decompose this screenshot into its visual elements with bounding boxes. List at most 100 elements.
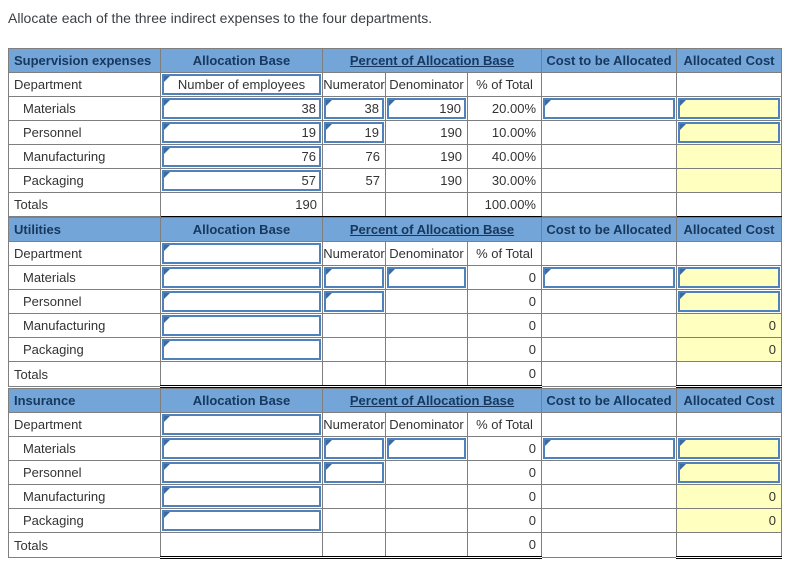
supervision-expenses-manufacturing-num-cell: 76 xyxy=(322,144,386,169)
insurance-materials-den-input[interactable] xyxy=(387,438,466,459)
header-cost-to-be-allocated: Cost to be Allocated xyxy=(541,388,677,413)
utilities-personnel-base-cell xyxy=(160,289,323,314)
supervision-expenses-packaging-base-input[interactable]: 57 xyxy=(162,170,321,191)
percent-of-allocation-base-label: Percent of Allocation Base xyxy=(349,53,515,68)
supervision-expenses-department-label: Department xyxy=(8,72,161,97)
header-allocated-cost: Allocated Cost xyxy=(676,217,782,242)
utilities-packaging-base-input[interactable] xyxy=(162,339,321,360)
utilities-packaging-alloc-cell: 0 xyxy=(676,337,782,362)
insurance-department-cost-cell xyxy=(541,412,677,437)
utilities-materials-alloc-cell xyxy=(676,265,782,290)
header-allocated-cost: Allocated Cost xyxy=(676,48,782,73)
insurance-manufacturing-cost-cell xyxy=(541,484,677,509)
supervision-expenses-department-cost-cell xyxy=(541,72,677,97)
supervision-expenses-totals-den-cell xyxy=(385,192,468,217)
utilities-personnel-pct-cell: 0 xyxy=(467,289,542,314)
supervision-expenses-materials-num-input[interactable]: 38 xyxy=(324,98,384,119)
insurance-packaging-cost-cell xyxy=(541,508,677,533)
insurance-row-materials: Materials 0 xyxy=(8,436,782,461)
utilities-totals-row: Totals 0 xyxy=(8,361,782,388)
utilities-personnel-alloc-input[interactable] xyxy=(678,291,780,312)
insurance-totals-label: Totals xyxy=(8,532,161,558)
insurance-packaging-pct-cell: 0 xyxy=(467,508,542,533)
supervision-expenses-materials-cost-input[interactable] xyxy=(543,98,675,119)
utilities-totals-den-cell xyxy=(385,361,468,388)
insurance-row-manufacturing: Manufacturing 0 0 xyxy=(8,484,782,509)
insurance-row-personnel: Personnel 0 xyxy=(8,460,782,485)
insurance-department-base-input[interactable] xyxy=(162,414,321,435)
utilities-materials-cost-input[interactable] xyxy=(543,267,675,288)
supervision-expenses-personnel-alloc-input[interactable] xyxy=(678,122,780,143)
subheader-pct-of-total: % of Total xyxy=(467,241,542,266)
insurance-personnel-base-input[interactable] xyxy=(162,462,321,483)
insurance-title: Insurance xyxy=(8,388,161,413)
insurance-department-alloc-cell xyxy=(676,412,782,437)
utilities-manufacturing-label: Manufacturing xyxy=(8,313,161,338)
supervision-expenses-packaging-num-cell: 57 xyxy=(322,168,386,193)
insurance-department-base-cell xyxy=(160,412,323,437)
supervision-expenses-personnel-base-input[interactable]: 19 xyxy=(162,122,321,143)
supervision-expenses-materials-base-input[interactable]: 38 xyxy=(162,98,321,119)
header-allocation-base: Allocation Base xyxy=(160,388,323,413)
insurance-personnel-alloc-input[interactable] xyxy=(678,462,780,483)
utilities-header-row: Utilities Allocation Base Percent of Alloc… xyxy=(8,217,782,242)
supervision-expenses-manufacturing-label: Manufacturing xyxy=(8,144,161,169)
utilities-materials-num-input[interactable] xyxy=(324,267,384,288)
utilities-department-base-input[interactable] xyxy=(162,243,321,264)
supervision-expenses-personnel-label: Personnel xyxy=(8,120,161,145)
utilities-manufacturing-cost-cell xyxy=(541,313,677,338)
subheader-denominator: Denominator xyxy=(385,241,468,266)
utilities-department-cost-cell xyxy=(541,241,677,266)
utilities-totals-label: Totals xyxy=(8,361,161,387)
supervision-expenses-row-manufacturing: Manufacturing 76 76 190 40.00% xyxy=(8,144,782,169)
supervision-expenses-materials-alloc-input[interactable] xyxy=(678,98,780,119)
utilities-manufacturing-den-cell xyxy=(385,313,468,338)
utilities-personnel-num-input[interactable] xyxy=(324,291,384,312)
utilities-personnel-num-cell xyxy=(322,289,386,314)
supervision-expenses-department-base-input[interactable]: Number of employees xyxy=(162,74,321,95)
utilities-materials-den-cell xyxy=(385,265,468,290)
supervision-expenses-materials-base-cell: 38 xyxy=(160,96,323,121)
utilities-manufacturing-base-input[interactable] xyxy=(162,315,321,336)
supervision-expenses-totals-row: Totals 190 100.00% xyxy=(8,192,782,217)
utilities-totals-cost-cell xyxy=(541,361,677,387)
header-percent-of-allocation-base: Percent of Allocation Base xyxy=(322,388,542,413)
insurance-packaging-base-input[interactable] xyxy=(162,510,321,531)
utilities-department-alloc-cell xyxy=(676,241,782,266)
supervision-expenses-packaging-base-cell: 57 xyxy=(160,168,323,193)
insurance-manufacturing-den-cell xyxy=(385,484,468,509)
supervision-expenses-materials-label: Materials xyxy=(8,96,161,121)
insurance-materials-pct-cell: 0 xyxy=(467,436,542,461)
supervision-expenses-totals-pct-cell: 100.00% xyxy=(467,192,542,217)
supervision-expenses-packaging-pct-cell: 30.00% xyxy=(467,168,542,193)
insurance-personnel-label: Personnel xyxy=(8,460,161,485)
utilities-manufacturing-base-cell xyxy=(160,313,323,338)
insurance-materials-num-input[interactable] xyxy=(324,438,384,459)
insurance-header-row: Insurance Allocation Base Percent of Alloc… xyxy=(8,388,782,413)
utilities-personnel-base-input[interactable] xyxy=(162,291,321,312)
supervision-expenses-materials-den-input[interactable]: 190 xyxy=(387,98,466,119)
insurance-materials-num-cell xyxy=(322,436,386,461)
supervision-expenses-packaging-cost-cell xyxy=(541,168,677,193)
insurance-manufacturing-pct-cell: 0 xyxy=(467,484,542,509)
utilities-materials-base-cell xyxy=(160,265,323,290)
insurance-personnel-num-input[interactable] xyxy=(324,462,384,483)
supervision-expenses-materials-den-cell: 190 xyxy=(385,96,468,121)
insurance-materials-cost-input[interactable] xyxy=(543,438,675,459)
insurance-totals-pct-cell: 0 xyxy=(467,532,542,559)
supervision-expenses-personnel-num-cell: 19 xyxy=(322,120,386,145)
page-title: Allocate each of the three indirect expe… xyxy=(8,10,433,26)
subheader-denominator: Denominator xyxy=(385,72,468,97)
utilities-materials-base-input[interactable] xyxy=(162,267,321,288)
insurance-materials-base-input[interactable] xyxy=(162,438,321,459)
supervision-expenses-row-personnel: Personnel 19 19 190 10.00% xyxy=(8,120,782,145)
percent-of-allocation-base-label: Percent of Allocation Base xyxy=(349,393,515,408)
utilities-materials-alloc-input[interactable] xyxy=(678,267,780,288)
insurance-materials-alloc-input[interactable] xyxy=(678,438,780,459)
table-insurance: Insurance Allocation Base Percent of Alloc… xyxy=(8,388,782,559)
supervision-expenses-manufacturing-base-input[interactable]: 76 xyxy=(162,146,321,167)
insurance-manufacturing-base-input[interactable] xyxy=(162,486,321,507)
utilities-materials-den-input[interactable] xyxy=(387,267,466,288)
supervision-expenses-header-row: Supervision expenses Allocation Base Perce… xyxy=(8,48,782,73)
supervision-expenses-personnel-num-input[interactable]: 19 xyxy=(324,122,384,143)
